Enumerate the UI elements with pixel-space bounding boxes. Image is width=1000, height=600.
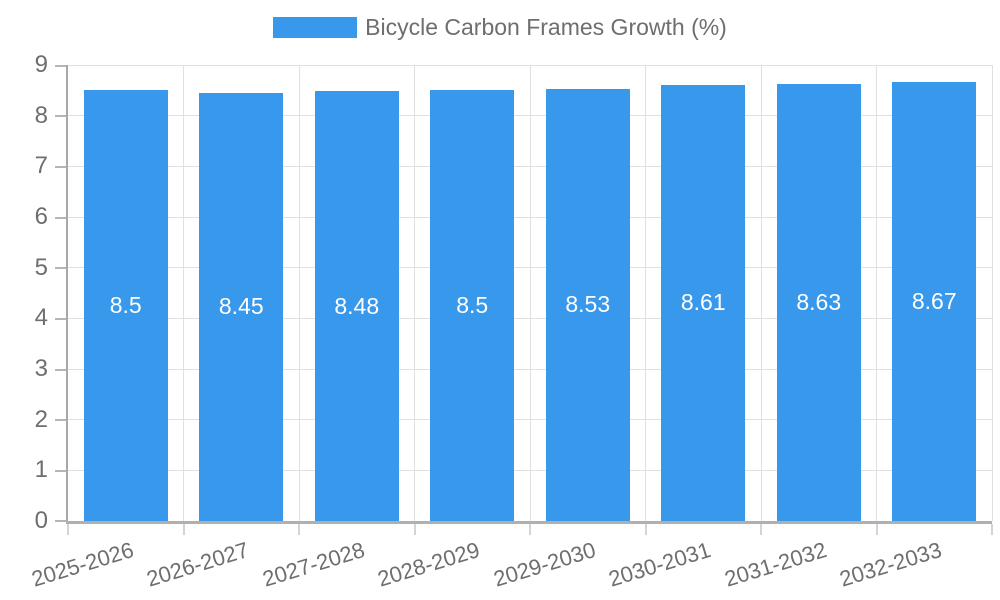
- y-axis-tick-label: 0: [34, 507, 48, 534]
- x-axis-tick-label: 2027-2028: [259, 537, 368, 592]
- y-axis-tick-label: 9: [34, 51, 48, 78]
- grid-line-vertical: [183, 65, 184, 521]
- x-axis-tick: [529, 524, 531, 535]
- grid-line-vertical: [414, 65, 415, 521]
- bar[interactable]: [83, 90, 168, 521]
- grid-line-vertical: [876, 65, 877, 521]
- x-axis-tick: [413, 524, 416, 535]
- grid-line-vertical: [991, 65, 993, 521]
- grid-line-vertical: [760, 65, 762, 521]
- y-axis-tick: [55, 317, 66, 320]
- y-axis-tick-label: 3: [34, 355, 48, 382]
- x-axis-tick: [298, 524, 300, 535]
- x-axis-line: [66, 521, 992, 524]
- bar[interactable]: [314, 91, 399, 521]
- x-axis-tick-label: 2030-2031: [605, 537, 714, 592]
- y-axis-tick: [55, 368, 66, 371]
- y-axis-tick: [55, 115, 66, 118]
- y-axis-tick-label: 2: [34, 405, 48, 433]
- x-axis-tick: [875, 524, 878, 535]
- legend-color-swatch: [273, 17, 358, 38]
- bar-value-label: 8.63: [796, 288, 842, 315]
- x-axis-tick-label: 2025-2026: [28, 537, 137, 592]
- x-axis-tick-label: 2031-2032: [721, 537, 830, 592]
- y-axis-tick-label: 5: [34, 253, 48, 281]
- plot-area: 0 1 2 3 4 5 6 7 8 9 8.5 2025-2026 8.45 2026-2027 8.48 2…: [28, 51, 993, 592]
- bar-value-label: 8.67: [911, 287, 957, 314]
- bar[interactable]: [430, 90, 515, 521]
- bar-value-label: 8.48: [334, 292, 380, 319]
- bar[interactable]: [199, 92, 284, 521]
- y-axis-tick-label: 8: [34, 101, 48, 129]
- bar[interactable]: [776, 83, 861, 521]
- x-axis-tick-label: 2026-2027: [143, 537, 252, 592]
- y-axis-tick: [55, 216, 66, 219]
- y-axis-tick-label: 7: [34, 152, 48, 180]
- x-axis-tick-label: 2029-2030: [490, 537, 599, 592]
- x-axis-tick: [67, 524, 69, 535]
- y-axis-tick: [55, 267, 66, 270]
- bar-value-label: 8.45: [218, 293, 264, 320]
- y-axis-tick: [55, 165, 66, 168]
- bar[interactable]: [892, 81, 977, 521]
- legend-label: Bicycle Carbon Frames Growth (%): [365, 14, 727, 40]
- y-axis-tick: [55, 64, 66, 67]
- x-axis-tick: [991, 524, 993, 535]
- bar-value-label: 8.5: [456, 292, 489, 319]
- bar-value-label: 8.5: [109, 292, 142, 319]
- grid-line-vertical: [529, 65, 531, 521]
- bar[interactable]: [545, 88, 630, 521]
- bar-value-label: 8.61: [680, 289, 726, 316]
- grid-line-vertical: [645, 65, 646, 521]
- bar[interactable]: [661, 84, 746, 521]
- x-axis-tick: [644, 524, 647, 535]
- y-axis-tick: [55, 469, 66, 472]
- y-axis-tick-label: 6: [34, 203, 48, 230]
- y-axis-tick: [55, 519, 66, 522]
- y-axis-tick-label: 1: [34, 456, 48, 484]
- y-axis-line: [66, 65, 68, 524]
- chart-legend[interactable]: Bicycle Carbon Frames Growth (%): [0, 14, 1000, 41]
- x-axis-tick-label: 2028-2029: [374, 537, 483, 592]
- bar-value-label: 8.53: [565, 291, 611, 318]
- x-axis-tick: [182, 524, 185, 535]
- grid-line-vertical: [298, 65, 300, 521]
- x-axis-tick: [760, 524, 762, 535]
- y-axis-tick: [55, 419, 66, 422]
- y-axis-tick-label: 4: [34, 304, 48, 332]
- x-axis-tick-label: 2032-2033: [836, 537, 945, 592]
